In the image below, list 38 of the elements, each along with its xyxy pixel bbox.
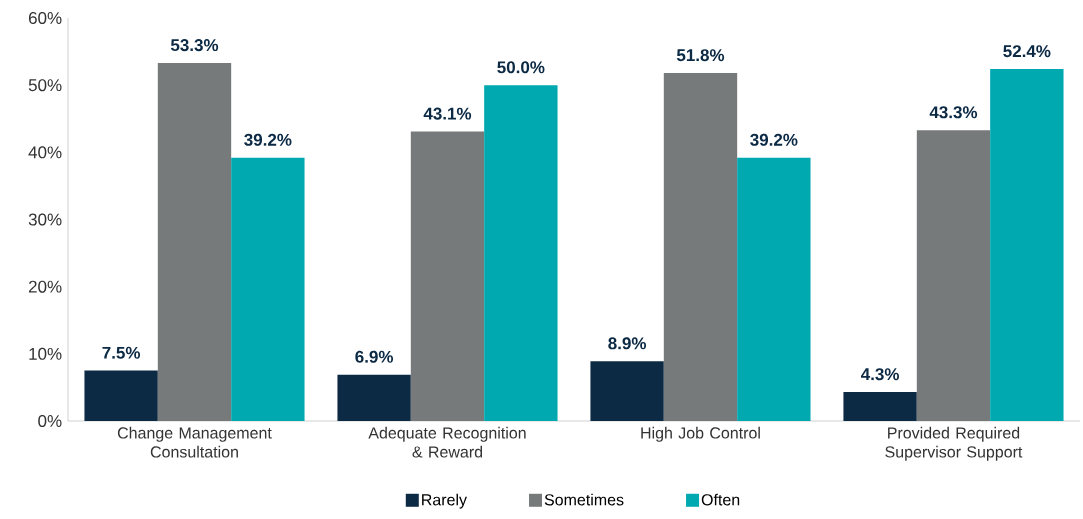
- legend-label: Often: [701, 493, 740, 506]
- y-tick-label: 60%: [28, 11, 62, 25]
- data-label: 39.2%: [750, 133, 798, 146]
- bar: [663, 73, 738, 421]
- data-label: 6.9%: [355, 350, 394, 363]
- x-tick-label: High Job Control: [641, 426, 760, 442]
- bar: [737, 157, 811, 421]
- bar: [231, 157, 305, 421]
- y-tick-label: 0%: [38, 414, 62, 428]
- y-tick-label: 20%: [28, 280, 62, 293]
- bar: [157, 63, 232, 421]
- data-label: 8.9%: [608, 337, 647, 350]
- y-tick-label: 30%: [28, 213, 62, 226]
- data-label: 52.4%: [1003, 45, 1051, 58]
- legend-label: Rarely: [422, 493, 467, 509]
- data-label: 51.8%: [676, 49, 725, 62]
- bar: [843, 392, 917, 421]
- legend-label: Sometimes: [544, 493, 624, 506]
- data-label: 50.0%: [497, 61, 545, 74]
- y-tick-label: 50%: [28, 79, 62, 92]
- data-label: 53.3%: [170, 39, 219, 52]
- bar: [916, 130, 991, 421]
- data-label: 39.2%: [244, 133, 292, 146]
- bar: [990, 69, 1064, 421]
- bar: [590, 361, 664, 421]
- x-tick-label: Provided Required Supervisor Support: [885, 426, 1023, 461]
- x-tick-label: Adequate Recognition & Reward: [368, 426, 526, 458]
- y-tick-label: 10%: [29, 347, 62, 360]
- bar: [337, 374, 411, 421]
- bar: [84, 370, 158, 421]
- y-tick-label: 40%: [28, 146, 62, 159]
- bar: [410, 131, 485, 421]
- data-label: 43.3%: [929, 106, 978, 119]
- data-label: 43.1%: [423, 107, 472, 120]
- data-label: 7.5%: [102, 346, 141, 359]
- bar: [484, 85, 558, 421]
- data-label: 4.3%: [860, 368, 900, 381]
- x-tick-label: Change Management Consultation: [117, 426, 272, 458]
